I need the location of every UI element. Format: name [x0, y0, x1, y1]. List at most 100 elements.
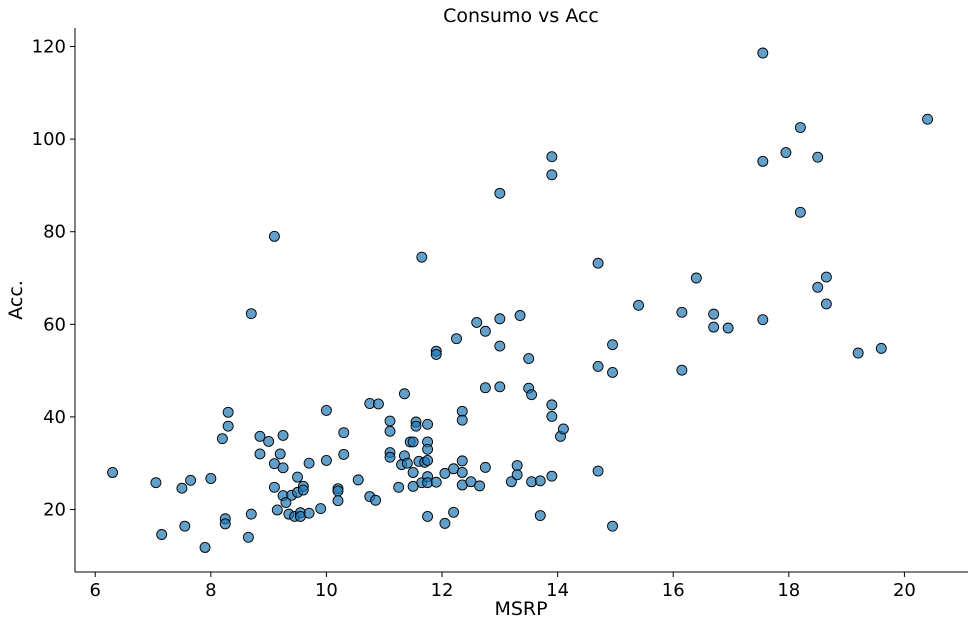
data-point [107, 467, 119, 478]
data-point [690, 272, 702, 284]
data-point [708, 321, 720, 333]
data-point [592, 465, 604, 477]
data-point [372, 398, 384, 410]
data-point [297, 484, 309, 496]
y-tick-label: 60 [43, 314, 66, 335]
data-point [156, 529, 168, 540]
data-point [332, 485, 344, 497]
data-point [292, 471, 303, 483]
x-tick-label: 14 [546, 580, 569, 601]
x-tick-label: 16 [662, 580, 685, 601]
data-point [474, 480, 486, 492]
y-tick-label: 20 [43, 499, 66, 520]
data-point [471, 317, 483, 328]
data-point [422, 443, 434, 455]
y-axis-label: Acc. [5, 280, 27, 320]
data-point [451, 333, 462, 345]
data-point [407, 436, 419, 448]
data-point [757, 155, 769, 167]
data-point [352, 474, 364, 486]
data-point [479, 461, 491, 473]
data-point [722, 322, 734, 334]
x-tick-label: 8 [205, 580, 216, 601]
x-tick-label: 18 [777, 580, 800, 601]
data-point [320, 404, 332, 416]
y-tick-label: 80 [43, 222, 66, 243]
data-point [479, 325, 491, 337]
data-point [456, 455, 468, 467]
y-tick-label: 40 [43, 407, 66, 428]
data-point [254, 430, 266, 442]
data-point [263, 435, 275, 447]
data-point [199, 542, 211, 553]
data-point [875, 342, 887, 354]
data-point [338, 448, 350, 460]
data-point [338, 427, 350, 439]
x-ticks: 6 8 10 12 14 16 18 20 [90, 572, 916, 601]
data-point [216, 433, 228, 445]
data-point [494, 187, 506, 199]
data-point [633, 299, 644, 311]
data-point [607, 520, 618, 532]
data-point [456, 414, 468, 426]
data-point [546, 470, 558, 482]
data-point [205, 473, 217, 484]
data-point [303, 507, 315, 519]
data-point [494, 381, 506, 393]
data-point [274, 448, 286, 460]
data-point [448, 506, 460, 518]
x-tick-label: 6 [90, 580, 101, 601]
data-point [268, 230, 280, 242]
data-point [332, 495, 344, 507]
data-point [407, 467, 419, 478]
data-point [852, 347, 864, 359]
data-point [222, 420, 234, 432]
data-point [268, 458, 280, 470]
data-point [242, 531, 254, 543]
y-tick-label: 100 [32, 129, 66, 150]
data-point [676, 364, 688, 376]
data-point [812, 281, 824, 293]
chart-title: Consumo vs Acc [443, 5, 599, 27]
data-point [494, 340, 506, 352]
data-point [708, 308, 720, 320]
data-point [384, 415, 396, 427]
data-point [757, 314, 769, 326]
data-point [511, 469, 523, 481]
data-point [370, 494, 382, 506]
data-point [494, 313, 506, 325]
data-point [222, 406, 234, 418]
data-point [607, 367, 618, 378]
data-point [150, 477, 162, 489]
data-point [271, 504, 283, 516]
data-point [268, 481, 280, 493]
data-point [384, 451, 396, 463]
data-point [393, 481, 405, 493]
data-point [820, 298, 832, 310]
data-point [456, 467, 468, 478]
data-point [757, 47, 769, 59]
data-point [546, 169, 558, 181]
data-point [439, 517, 451, 529]
data-point [254, 448, 266, 460]
data-point [303, 457, 315, 469]
data-point [430, 476, 442, 488]
data-point [676, 306, 688, 318]
points-layer [107, 47, 933, 553]
data-point [794, 206, 806, 218]
data-point [465, 476, 477, 488]
data-point [277, 429, 289, 441]
x-tick-label: 12 [431, 580, 454, 601]
data-point [410, 420, 422, 432]
data-point [794, 122, 806, 133]
x-axis-label: MSRP [494, 598, 547, 620]
data-point [416, 251, 428, 263]
data-point [546, 399, 558, 411]
data-point [219, 518, 231, 530]
data-point [780, 147, 792, 158]
y-tick-label: 120 [32, 37, 66, 58]
data-point [511, 460, 523, 471]
data-point [179, 520, 191, 532]
